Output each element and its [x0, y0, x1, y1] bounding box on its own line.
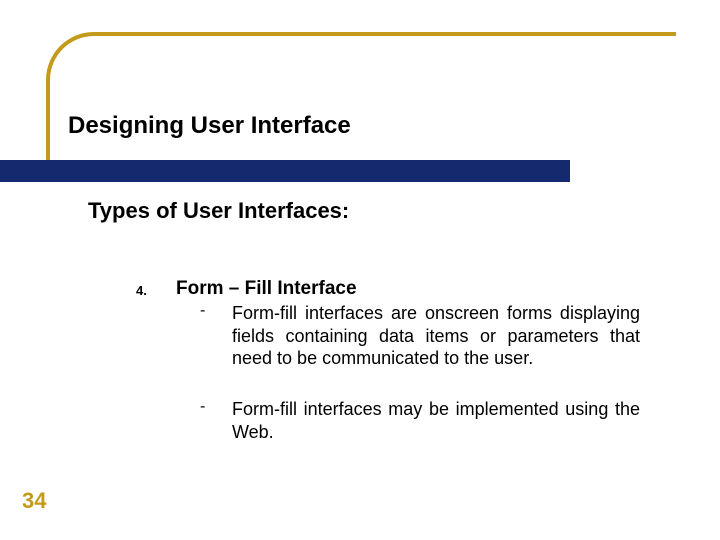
corner-rule [46, 32, 676, 172]
bullet-text: Form-fill interfaces may be implemented … [232, 398, 640, 443]
bullet-text: Form-fill interfaces are onscreen forms … [232, 302, 640, 370]
bullet-dash-icon: - [200, 398, 205, 416]
list-number: 4. [136, 283, 147, 298]
slide-title: Designing User Interface [68, 112, 351, 140]
list-item: - Form-fill interfaces may be implemente… [200, 398, 640, 443]
list-item-heading: Form – Fill Interface [176, 278, 357, 300]
title-underline-band [0, 160, 570, 182]
bullet-dash-icon: - [200, 302, 205, 320]
page-number: 34 [22, 488, 46, 514]
slide-subtitle: Types of User Interfaces: [88, 198, 349, 224]
list-item: - Form-fill interfaces are onscreen form… [200, 302, 640, 370]
